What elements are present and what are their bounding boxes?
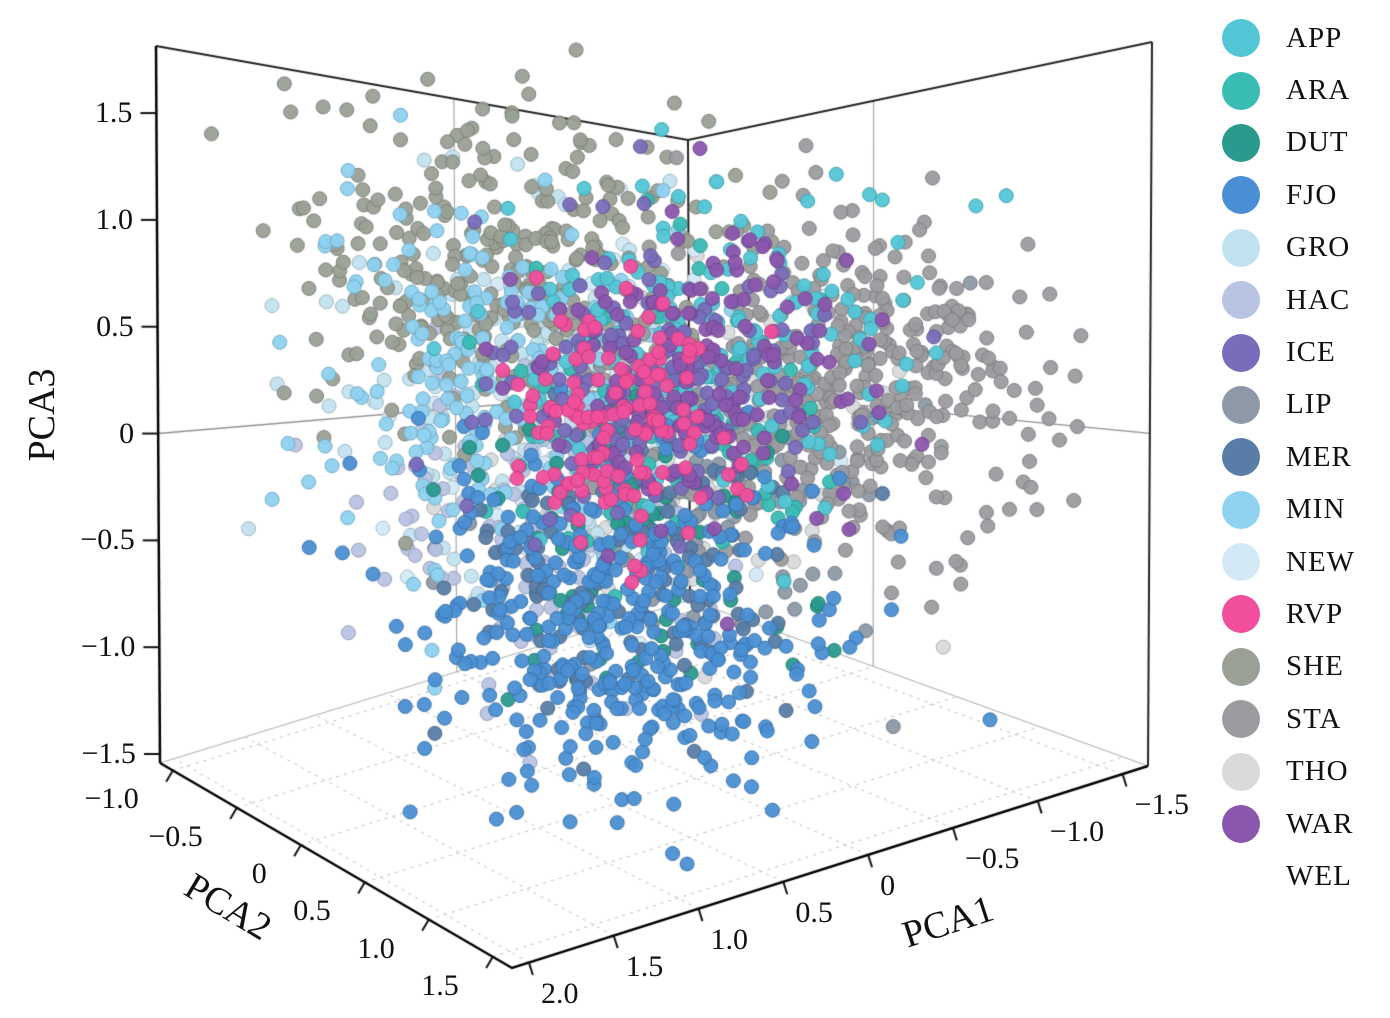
tick-label: −1.0 bbox=[1049, 815, 1105, 848]
tick-label: −1.5 bbox=[1134, 788, 1189, 822]
legend-label: APP bbox=[1286, 21, 1343, 54]
legend-label: FJO bbox=[1286, 178, 1338, 211]
tick-label: 1.0 bbox=[95, 202, 133, 236]
tick-label: −0.5 bbox=[80, 523, 135, 557]
tick-label: 0 bbox=[119, 416, 135, 450]
legend-swatch bbox=[1222, 123, 1260, 162]
tick-label: 1.5 bbox=[94, 96, 133, 130]
legend-item-sta: STA bbox=[1222, 693, 1355, 745]
legend-item-ara: ARA bbox=[1222, 64, 1355, 116]
tick-label: 1.0 bbox=[357, 931, 395, 965]
legend-label: STA bbox=[1286, 702, 1342, 735]
legend-label: HAC bbox=[1286, 283, 1351, 316]
legend-item-dut: DUT bbox=[1222, 117, 1355, 169]
legend-swatch bbox=[1222, 19, 1260, 58]
tick-label: 2.0 bbox=[540, 976, 579, 1010]
pca3-axis-title: PCA3 bbox=[21, 368, 63, 462]
tick-label: 0 bbox=[880, 868, 896, 902]
legend-swatch bbox=[1222, 385, 1260, 424]
tick-label: 1.5 bbox=[421, 968, 459, 1002]
legend-label: DUT bbox=[1286, 126, 1349, 159]
legend-item-gro: GRO bbox=[1222, 222, 1355, 274]
tick-label: −0.5 bbox=[964, 841, 1020, 875]
legend-swatch bbox=[1222, 595, 1260, 634]
legend-swatch bbox=[1222, 281, 1260, 320]
legend-item-fjo: FJO bbox=[1222, 169, 1355, 221]
legend-item-ice: ICE bbox=[1222, 326, 1355, 378]
tick-label: −1.0 bbox=[84, 782, 139, 816]
tick-label: 0.5 bbox=[96, 309, 134, 343]
legend-label: MER bbox=[1286, 440, 1352, 473]
tick-label: 0.5 bbox=[293, 894, 331, 928]
legend-label: ARA bbox=[1286, 74, 1351, 107]
tick-label: 1.5 bbox=[625, 949, 664, 983]
legend-swatch bbox=[1222, 805, 1260, 844]
legend-item-new: NEW bbox=[1222, 536, 1355, 588]
legend-item-app: APP bbox=[1222, 12, 1355, 64]
legend-label: GRO bbox=[1286, 231, 1351, 264]
legend-label: MIN bbox=[1286, 493, 1346, 526]
legend-label: ICE bbox=[1286, 336, 1336, 369]
tick-label: 0 bbox=[251, 857, 267, 890]
tick-label: −1.5 bbox=[81, 737, 136, 771]
legend-swatch bbox=[1222, 543, 1260, 582]
legend-label: WEL bbox=[1286, 859, 1352, 892]
legend-swatch bbox=[1222, 857, 1260, 896]
legend-item-min: MIN bbox=[1222, 484, 1355, 536]
legend-swatch bbox=[1222, 647, 1260, 686]
legend-label: WAR bbox=[1286, 807, 1354, 840]
legend-item-tho: THO bbox=[1222, 745, 1355, 797]
tick-label: 1.0 bbox=[710, 922, 749, 956]
legend-swatch bbox=[1222, 752, 1260, 791]
legend: APP ARA DUT FJO GRO HAC ICE LIP MER MIN NEW RVP SHE S… bbox=[1222, 12, 1355, 903]
legend-swatch bbox=[1222, 700, 1260, 739]
legend-swatch bbox=[1222, 490, 1260, 529]
legend-swatch bbox=[1222, 333, 1260, 372]
legend-swatch bbox=[1222, 438, 1260, 477]
legend-item-rvp: RVP bbox=[1222, 588, 1355, 640]
tick-label: 0.5 bbox=[795, 895, 833, 929]
legend-label: LIP bbox=[1286, 388, 1333, 421]
legend-item-war: WAR bbox=[1222, 798, 1355, 850]
legend-label: THO bbox=[1286, 755, 1349, 788]
legend-item-she: SHE bbox=[1222, 641, 1355, 693]
legend-item-wel: WEL bbox=[1222, 850, 1355, 902]
legend-item-lip: LIP bbox=[1222, 379, 1355, 431]
tick-label: −1.0 bbox=[80, 630, 136, 664]
tick-label: −0.5 bbox=[148, 819, 203, 853]
legend-swatch bbox=[1222, 228, 1260, 267]
legend-label: SHE bbox=[1286, 650, 1344, 683]
legend-swatch bbox=[1222, 71, 1260, 110]
legend-label: NEW bbox=[1286, 545, 1356, 578]
legend-item-hac: HAC bbox=[1222, 274, 1355, 326]
legend-item-mer: MER bbox=[1222, 431, 1355, 483]
legend-label: RVP bbox=[1286, 597, 1344, 630]
legend-swatch bbox=[1222, 176, 1260, 215]
